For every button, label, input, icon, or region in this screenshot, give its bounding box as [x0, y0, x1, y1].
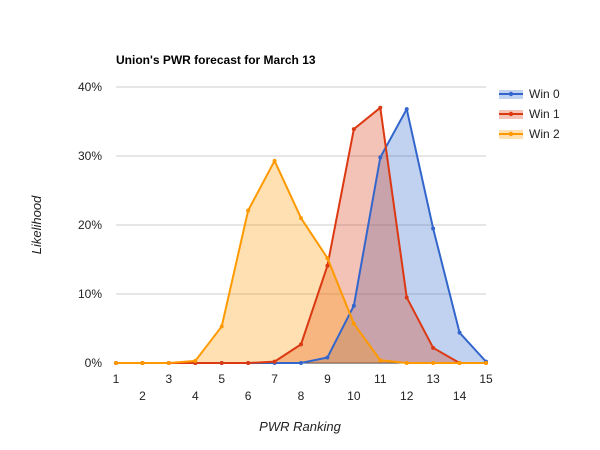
data-point — [114, 361, 118, 365]
data-point — [219, 324, 224, 329]
data-point — [272, 359, 277, 364]
series-area-1 — [116, 107, 486, 363]
data-point — [272, 158, 277, 163]
legend-marker — [508, 131, 514, 137]
y-axis-ticks: 0% 10% 20% 30% 40% — [78, 80, 102, 370]
x-tick-label: 12 — [400, 389, 414, 403]
y-tick-label: 40% — [78, 80, 102, 94]
data-point — [378, 358, 383, 363]
data-point — [193, 358, 198, 363]
x-tick-label: 5 — [218, 372, 225, 386]
x-tick-label: 15 — [479, 372, 493, 386]
data-point — [246, 361, 251, 365]
data-point — [351, 321, 356, 326]
legend-marker — [508, 111, 514, 117]
x-axis-label: PWR Ranking — [259, 419, 341, 434]
data-point — [457, 330, 462, 335]
data-point — [299, 361, 303, 365]
data-point — [351, 127, 356, 132]
data-point — [404, 295, 409, 300]
x-tick-label: 13 — [426, 372, 440, 386]
y-tick-label: 0% — [85, 356, 103, 370]
data-point — [299, 216, 303, 221]
legend-label: Win 2 — [529, 127, 560, 141]
y-axis-label: Likelihood — [29, 195, 44, 254]
series-points — [114, 105, 488, 365]
x-tick-label: 14 — [453, 389, 467, 403]
y-tick-label: 10% — [78, 287, 102, 301]
data-point — [431, 345, 436, 350]
legend-label: Win 1 — [529, 107, 560, 121]
data-point — [325, 256, 330, 261]
data-point — [140, 361, 145, 365]
y-tick-label: 20% — [78, 218, 102, 232]
x-tick-label: 8 — [298, 389, 305, 403]
data-point — [325, 355, 330, 360]
x-tick-label: 3 — [166, 372, 173, 386]
data-point — [457, 361, 462, 365]
legend-label: Win 0 — [529, 87, 560, 101]
x-tick-label: 9 — [324, 372, 331, 386]
legend: Win 0 Win 1 Win 2 — [499, 87, 560, 141]
data-point — [351, 303, 356, 308]
data-point — [246, 208, 251, 213]
data-point — [431, 361, 436, 365]
data-point — [378, 105, 383, 110]
y-tick-label: 30% — [78, 149, 102, 163]
series-area-0 — [116, 109, 486, 363]
x-tick-label: 11 — [374, 372, 387, 386]
data-point — [404, 361, 409, 365]
x-tick-label: 7 — [271, 372, 278, 386]
data-point — [299, 342, 303, 347]
data-point — [378, 155, 383, 160]
x-tick-label: 2 — [139, 389, 146, 403]
data-point — [166, 361, 171, 365]
data-point — [484, 361, 488, 365]
x-tick-label: 1 — [113, 372, 120, 386]
data-point — [219, 361, 224, 365]
legend-marker — [508, 91, 514, 97]
x-tick-label: 10 — [347, 389, 361, 403]
x-tick-label: 6 — [245, 389, 252, 403]
series-area-2 — [116, 160, 486, 363]
chart-title: Union's PWR forecast for March 13 — [116, 53, 316, 67]
data-point — [325, 263, 330, 268]
series-areas — [116, 107, 486, 363]
x-tick-label: 4 — [192, 389, 199, 403]
data-point — [431, 226, 436, 231]
data-point — [404, 107, 409, 112]
